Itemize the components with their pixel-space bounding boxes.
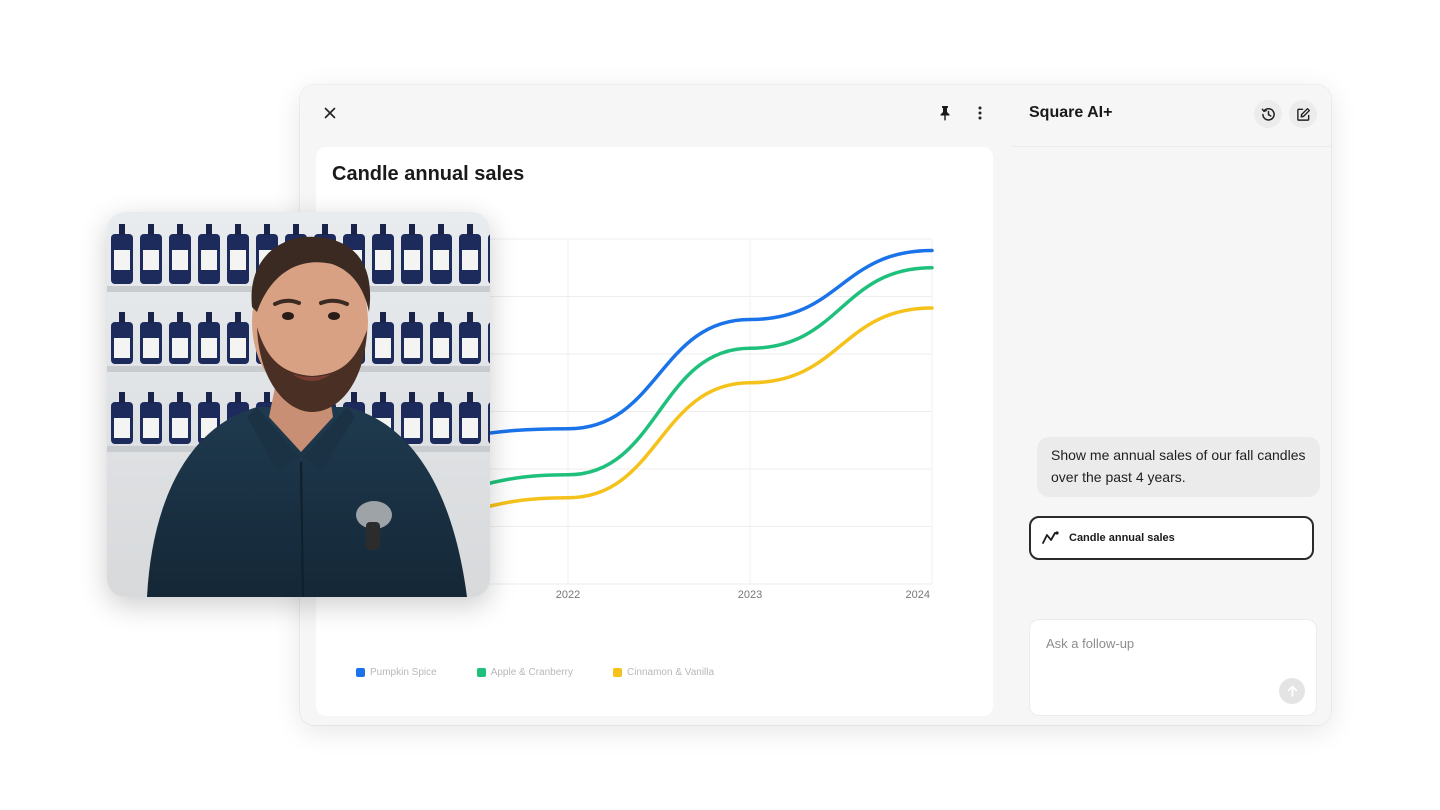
x-tick-label: 2023	[738, 589, 762, 601]
presenter-video	[107, 212, 490, 597]
legend-item: Apple & Cranberry	[476, 667, 573, 678]
history-icon	[1261, 107, 1275, 121]
legend-swatch	[476, 668, 486, 677]
send-button[interactable]	[1279, 678, 1305, 704]
line-chart-icon	[1042, 531, 1059, 544]
legend-label: Cinnamon & Vanilla	[626, 667, 715, 678]
followup-box	[1029, 619, 1317, 716]
followup-input[interactable]	[1044, 630, 1278, 656]
chart-legend: Pumpkin Spice Apple & Cranberry Cinnamon &…	[356, 667, 714, 678]
compose-icon	[1296, 107, 1310, 121]
arrow-up-icon	[1287, 685, 1297, 697]
pin-icon	[940, 106, 950, 121]
assistant-panel: Square AI+ Show me annual sales of our f…	[1012, 85, 1331, 725]
legend-label: Apple & Cranberry	[490, 667, 573, 678]
close-icon	[324, 107, 336, 119]
more-options-button[interactable]	[966, 99, 994, 127]
close-button[interactable]	[316, 99, 344, 127]
legend-item: Cinnamon & Vanilla	[612, 667, 715, 678]
result-card-label: Candle annual sales	[1069, 532, 1175, 544]
history-button[interactable]	[1254, 100, 1282, 128]
user-message: Show me annual sales of our fall candles…	[1037, 437, 1320, 497]
presenter-image	[107, 212, 490, 597]
pin-button[interactable]	[931, 99, 959, 127]
new-chat-button[interactable]	[1289, 100, 1317, 128]
x-tick-label: 2024	[906, 589, 930, 601]
more-vertical-icon	[978, 106, 982, 120]
legend-label: Pumpkin Spice	[370, 667, 437, 678]
x-tick-label: 2022	[556, 589, 580, 601]
chart-title: Candle annual sales	[332, 163, 525, 185]
chart-result-card[interactable]: Candle annual sales	[1029, 516, 1314, 560]
legend-swatch	[356, 668, 365, 677]
header-divider	[1012, 146, 1331, 147]
legend-item: Pumpkin Spice	[356, 667, 437, 678]
legend-swatch	[612, 668, 622, 677]
assistant-title: Square AI+	[1029, 104, 1113, 121]
